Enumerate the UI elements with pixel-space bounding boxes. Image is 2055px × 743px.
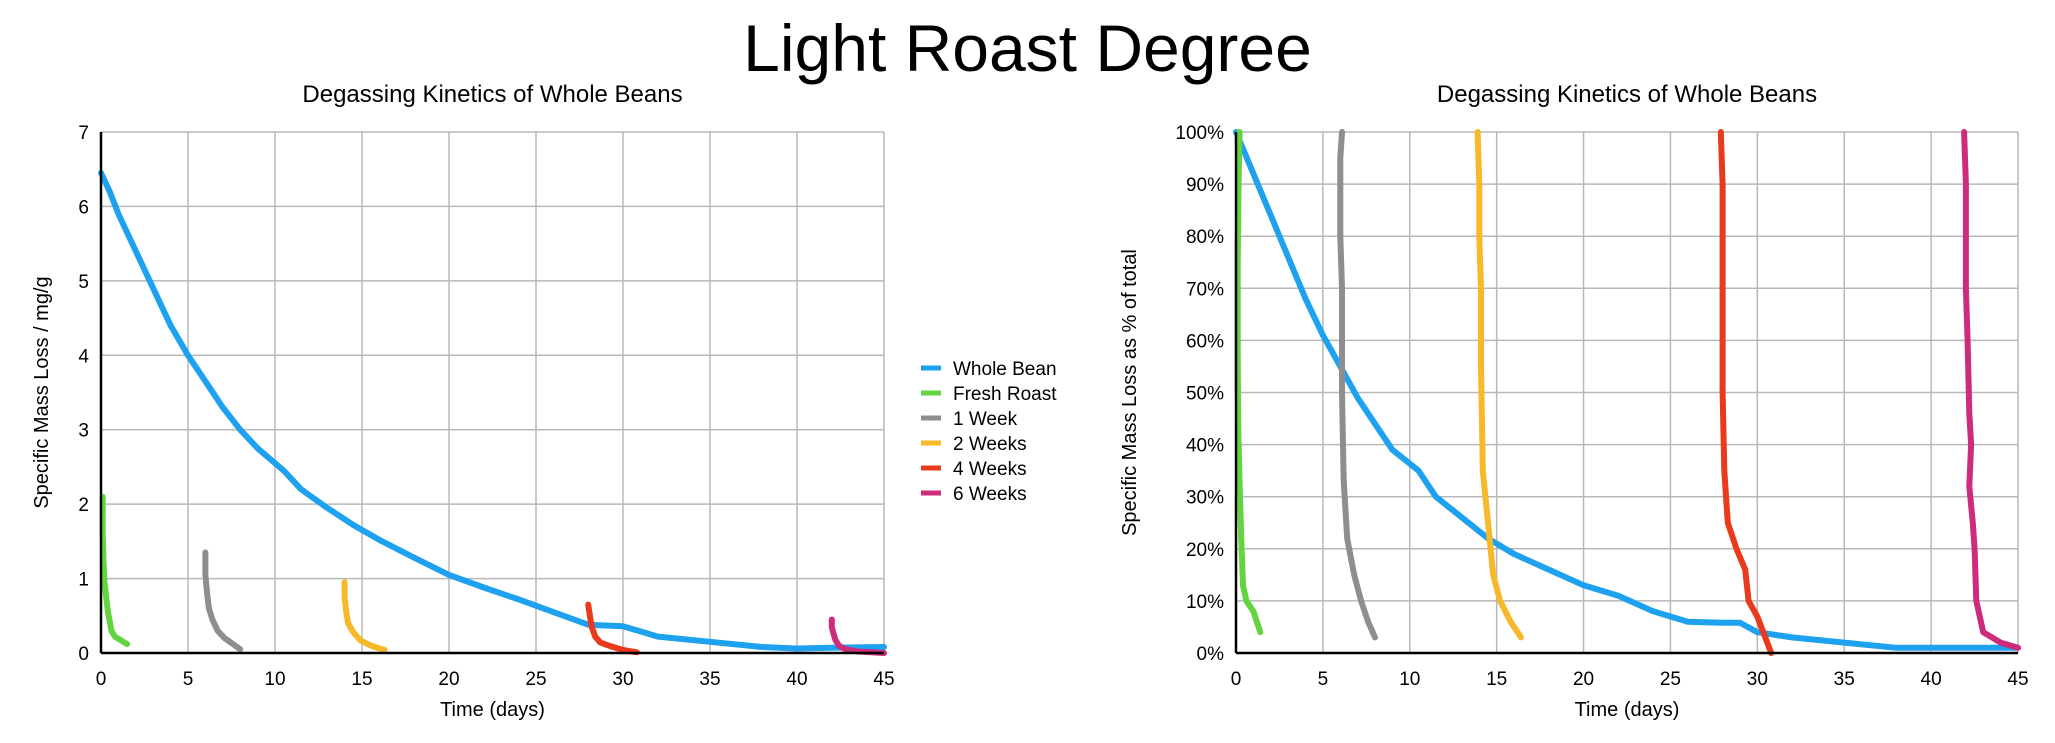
right-x-tick-15: 15	[1486, 669, 1507, 690]
right-x-tick-45: 45	[2007, 669, 2028, 690]
left-y-tick-3: 3	[78, 421, 89, 442]
right-x-tick-30: 30	[1747, 669, 1768, 690]
right-series-6-weeks	[1961, 129, 2021, 651]
left-y-tick-0: 0	[78, 644, 89, 665]
right-x-tick-5: 5	[1318, 669, 1329, 690]
left-x-tick-25: 25	[525, 669, 546, 690]
left-chart-title: Degassing Kinetics of Whole Beans	[302, 81, 682, 108]
right-series-2-weeks	[1474, 129, 1524, 641]
right-y-tick-0pct: 0%	[1197, 644, 1225, 665]
legend-label-4-weeks: 4 Weeks	[953, 459, 1027, 480]
left-y-tick-5: 5	[78, 272, 89, 293]
right-y-tick-50pct: 50%	[1186, 384, 1224, 405]
left-y-axis-label: Specific Mass Loss / mg/g	[31, 276, 53, 508]
left-y-tick-6: 6	[78, 197, 89, 218]
legend-label-6-weeks: 6 Weeks	[953, 484, 1027, 505]
right-x-tick-0: 0	[1231, 669, 1242, 690]
left-series-4-weeks	[585, 601, 640, 656]
right-y-tick-70pct: 70%	[1186, 279, 1224, 300]
right-x-tick-20: 20	[1573, 669, 1594, 690]
chart-right: Degassing Kinetics of Whole Beans 0 5 10 15 2…	[1119, 81, 2029, 721]
left-y-tick-1: 1	[78, 570, 89, 591]
right-y-tick-60pct: 60%	[1186, 331, 1224, 352]
right-series-4-weeks	[1717, 129, 1775, 656]
legend-label-1-week: 1 Week	[953, 409, 1018, 430]
page-title: Light Roast Degree	[743, 11, 1312, 85]
right-series-whole-bean	[1233, 129, 2021, 651]
left-series-whole-bean	[98, 169, 887, 652]
left-y-tick-4: 4	[78, 346, 89, 367]
left-x-tick-45: 45	[873, 669, 894, 690]
left-series-fresh-roast	[99, 493, 131, 648]
right-y-tick-30pct: 30%	[1186, 488, 1224, 509]
left-x-tick-20: 20	[438, 669, 459, 690]
right-x-tick-25: 25	[1660, 669, 1681, 690]
left-x-tick-40: 40	[786, 669, 807, 690]
right-series-1-week	[1337, 129, 1378, 641]
right-x-axis-label: Time (days)	[1575, 699, 1680, 721]
right-y-tick-10pct: 10%	[1186, 592, 1224, 613]
right-chart-title: Degassing Kinetics of Whole Beans	[1437, 81, 1817, 108]
right-x-tick-40: 40	[1921, 669, 1942, 690]
left-x-tick-30: 30	[612, 669, 633, 690]
left-y-tick-7: 7	[78, 123, 89, 144]
legend-label-fresh-roast: Fresh Roast	[953, 384, 1057, 405]
left-x-tick-10: 10	[264, 669, 285, 690]
right-y-tick-100pct: 100%	[1175, 123, 1224, 144]
right-x-tick-35: 35	[1834, 669, 1855, 690]
left-y-tick-2: 2	[78, 495, 89, 516]
right-y-tick-80pct: 80%	[1186, 227, 1224, 248]
legend: Whole Bean Fresh Roast 1 Week 2 Weeks 4 Week…	[921, 359, 1057, 505]
left-series-2-weeks	[341, 579, 388, 653]
left-x-tick-0: 0	[96, 669, 107, 690]
right-y-tick-40pct: 40%	[1186, 436, 1224, 457]
legend-label-2-weeks: 2 Weeks	[953, 434, 1027, 455]
right-x-tick-10: 10	[1399, 669, 1420, 690]
right-y-tick-20pct: 20%	[1186, 540, 1224, 561]
left-x-tick-5: 5	[183, 669, 194, 690]
right-y-axis-label: Specific Mass Loss as % of total	[1119, 249, 1141, 536]
legend-label-whole-bean: Whole Bean	[953, 359, 1057, 380]
right-y-tick-90pct: 90%	[1186, 175, 1224, 196]
left-x-tick-35: 35	[699, 669, 720, 690]
right-series-fresh-roast	[1234, 129, 1264, 636]
left-x-tick-15: 15	[351, 669, 372, 690]
left-series-6-weeks	[828, 616, 887, 656]
left-x-axis-label: Time (days)	[440, 699, 545, 721]
left-series-1-week	[202, 549, 244, 653]
